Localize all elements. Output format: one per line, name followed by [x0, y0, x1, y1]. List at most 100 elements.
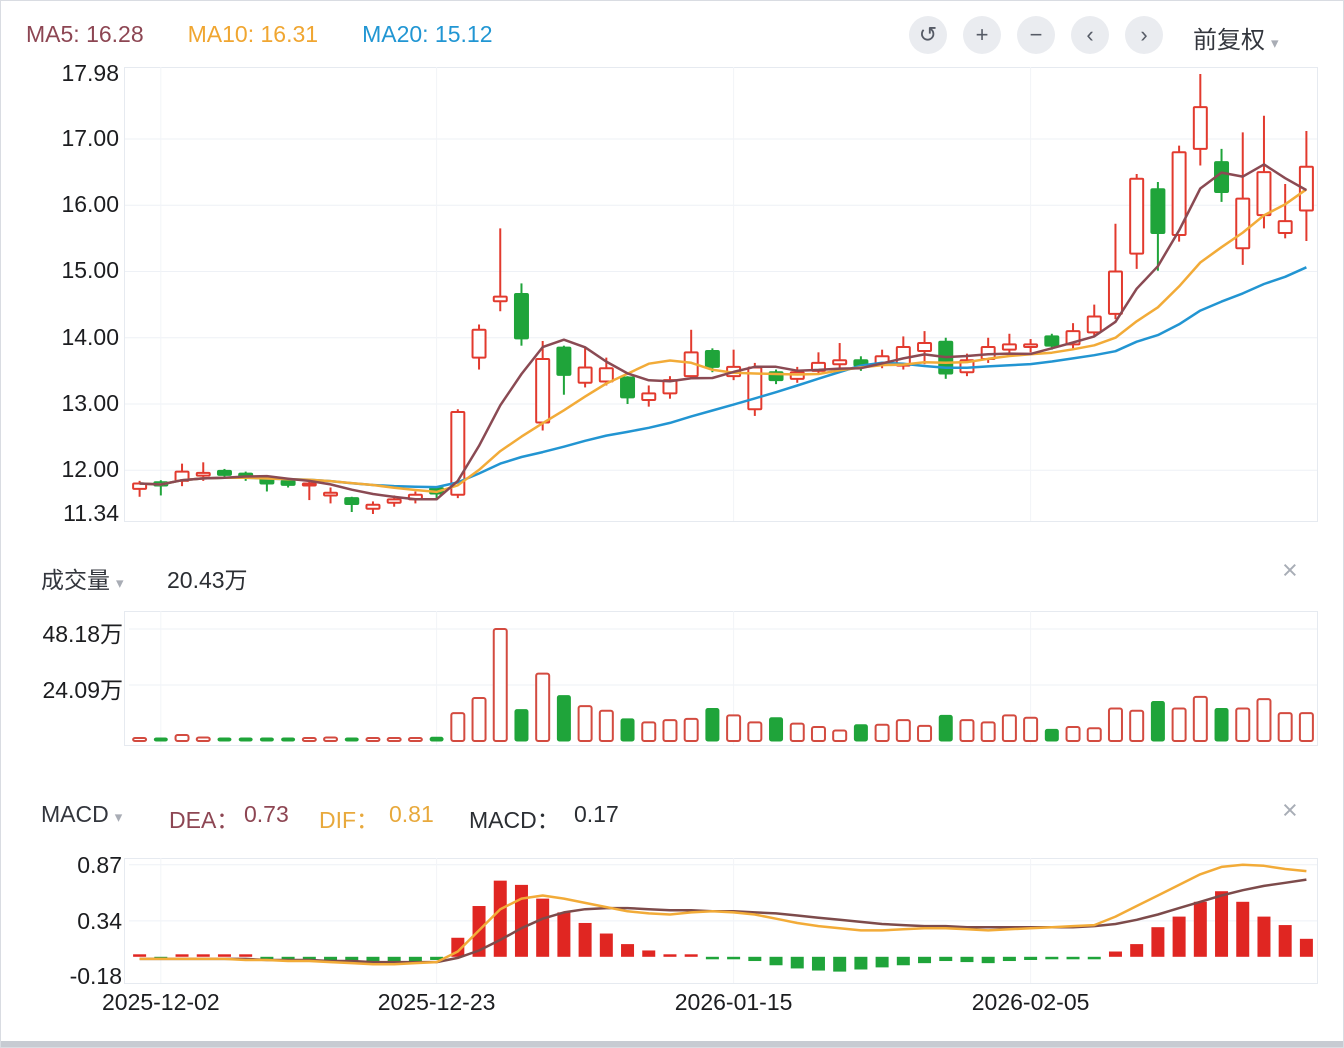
volume-series[interactable] — [132, 628, 1314, 743]
pan-left-button[interactable]: ‹ — [1071, 16, 1109, 54]
price-axis-label: 14.00 — [61, 323, 119, 350]
macd-value-label: MACD： — [469, 807, 560, 833]
volume-bar — [705, 707, 720, 742]
price-axis-label: 13.00 — [61, 390, 119, 416]
zoom-out-button[interactable]: − — [1017, 16, 1055, 54]
candle-body — [471, 328, 487, 359]
macd-bar — [1002, 956, 1016, 962]
dif-value: 0.81 — [389, 801, 434, 827]
panel-frames — [124, 67, 1318, 984]
volume-axis-label: 24.09万 — [42, 677, 123, 703]
volume-bar — [1277, 712, 1293, 743]
macd-bar — [578, 922, 592, 957]
volume-bar — [514, 709, 529, 742]
pan-right-button[interactable]: › — [1125, 16, 1163, 54]
dea-value: 0.73 — [244, 801, 289, 827]
price-axis-label: 12.00 — [61, 456, 119, 483]
ma20-legend: MA20: 15.12 — [362, 21, 493, 47]
macd-bar — [1215, 891, 1229, 957]
macd-bar — [684, 954, 698, 957]
macd-bar — [175, 954, 189, 957]
candle-body — [1129, 177, 1145, 255]
adjust-mode-dropdown[interactable]: 前复权 ▾ — [1193, 20, 1279, 55]
candle-body — [641, 392, 657, 402]
date-axis-label: 2025-12-02 — [101, 989, 220, 1015]
macd-bar — [1066, 956, 1080, 960]
candle-body — [620, 376, 636, 399]
candle-body — [1171, 151, 1187, 237]
volume-bar — [641, 721, 657, 743]
volume-bar — [323, 736, 339, 742]
volume-bar — [874, 723, 890, 742]
macd-bar — [621, 944, 635, 957]
macd-bar — [1193, 901, 1207, 957]
candle-body — [344, 497, 360, 506]
macd-bar — [1151, 927, 1165, 957]
macd-bar — [1172, 916, 1186, 957]
macd-bar — [239, 954, 253, 957]
ma10-line — [139, 188, 1308, 494]
undo-button[interactable]: ↺ — [909, 16, 947, 54]
candle-body — [556, 346, 572, 376]
volume-bar — [238, 737, 253, 742]
candle-body — [577, 366, 593, 384]
volume-bar — [662, 719, 678, 742]
macd-bar — [1299, 938, 1313, 957]
macd-title: MACD — [41, 801, 109, 827]
macd-series[interactable] — [133, 880, 1313, 972]
volume-bar — [683, 717, 699, 742]
macd-close-icon[interactable]: × — [1282, 795, 1298, 825]
volume-bar — [959, 719, 975, 742]
plus-icon: + — [975, 22, 989, 47]
window-bottom-edge — [1, 1041, 1343, 1047]
volume-bar — [1214, 707, 1229, 742]
macd-bar — [1045, 956, 1059, 960]
zoom-in-button[interactable]: + — [963, 16, 1001, 54]
macd-bar — [599, 933, 613, 957]
macd-bar — [981, 956, 995, 964]
macd-axis-label: 0.34 — [77, 907, 122, 934]
candle-body — [195, 471, 211, 477]
macd-title-dropdown[interactable]: MACD ▾ — [41, 801, 122, 828]
volume-title-dropdown[interactable]: 成交量 ▾ — [41, 561, 124, 595]
volume-bar — [195, 736, 211, 742]
candle-body — [492, 295, 508, 303]
price-axis-label: 17.98 — [61, 60, 119, 86]
candle-body — [280, 479, 296, 486]
volume-bar — [577, 705, 593, 742]
macd-bar — [1024, 956, 1038, 960]
volume-bar — [429, 736, 444, 742]
candle-body — [216, 469, 232, 476]
candle-body — [365, 503, 381, 510]
volume-bar — [1192, 695, 1208, 742]
adjust-mode-label: 前复权 — [1193, 27, 1265, 54]
volume-bar — [281, 737, 296, 742]
macd-bar — [1257, 916, 1271, 957]
macd-bar — [854, 956, 868, 970]
volume-bar — [980, 721, 996, 743]
candle-body — [1150, 188, 1166, 235]
candlestick-series[interactable] — [132, 74, 1314, 514]
candle-body — [832, 359, 848, 366]
candle-body — [386, 498, 402, 504]
macd-bar — [514, 884, 528, 957]
macd-bar — [133, 954, 147, 957]
candle-body — [1107, 270, 1123, 315]
ma20-line — [139, 266, 1307, 489]
macd-bar — [748, 956, 762, 962]
macd-bar — [387, 956, 401, 963]
macd-bar — [1130, 944, 1144, 957]
macd-bar — [557, 912, 571, 957]
macd-bar — [833, 956, 847, 972]
volume-close-icon[interactable]: × — [1282, 555, 1298, 585]
volume-title: 成交量 — [41, 567, 110, 593]
volume-bar — [1171, 707, 1187, 743]
ma5-line — [139, 163, 1308, 501]
volume-bar — [174, 733, 190, 742]
volume-bar — [895, 719, 911, 742]
macd-bar — [939, 956, 953, 962]
volume-bar — [344, 737, 359, 742]
volume-bar — [747, 721, 763, 743]
